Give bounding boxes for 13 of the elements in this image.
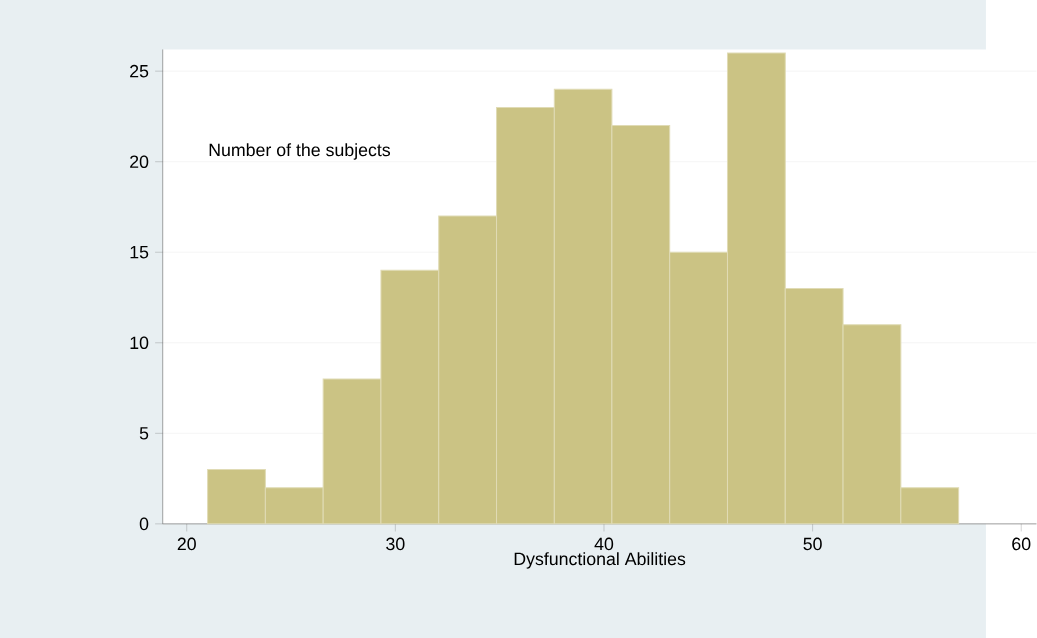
x-tick-label: 20	[177, 537, 196, 551]
x-tick-label: 60	[1012, 537, 1031, 551]
y-tick-label: 20	[130, 155, 149, 169]
x-tick-label: 50	[803, 537, 822, 551]
y-tick-label: 10	[130, 336, 149, 350]
annotation: Number of the subjects	[209, 143, 391, 160]
x-axis-title: Dysfunctional Abilities	[514, 552, 686, 569]
y-tick-label: 15	[130, 246, 149, 259]
x-tick-label: 30	[386, 537, 405, 551]
y-tick-label: 25	[130, 64, 149, 78]
x-tick-label: 40	[594, 537, 614, 551]
y-tick-label: 0	[139, 517, 149, 531]
y-tick-label: 5	[139, 427, 149, 440]
